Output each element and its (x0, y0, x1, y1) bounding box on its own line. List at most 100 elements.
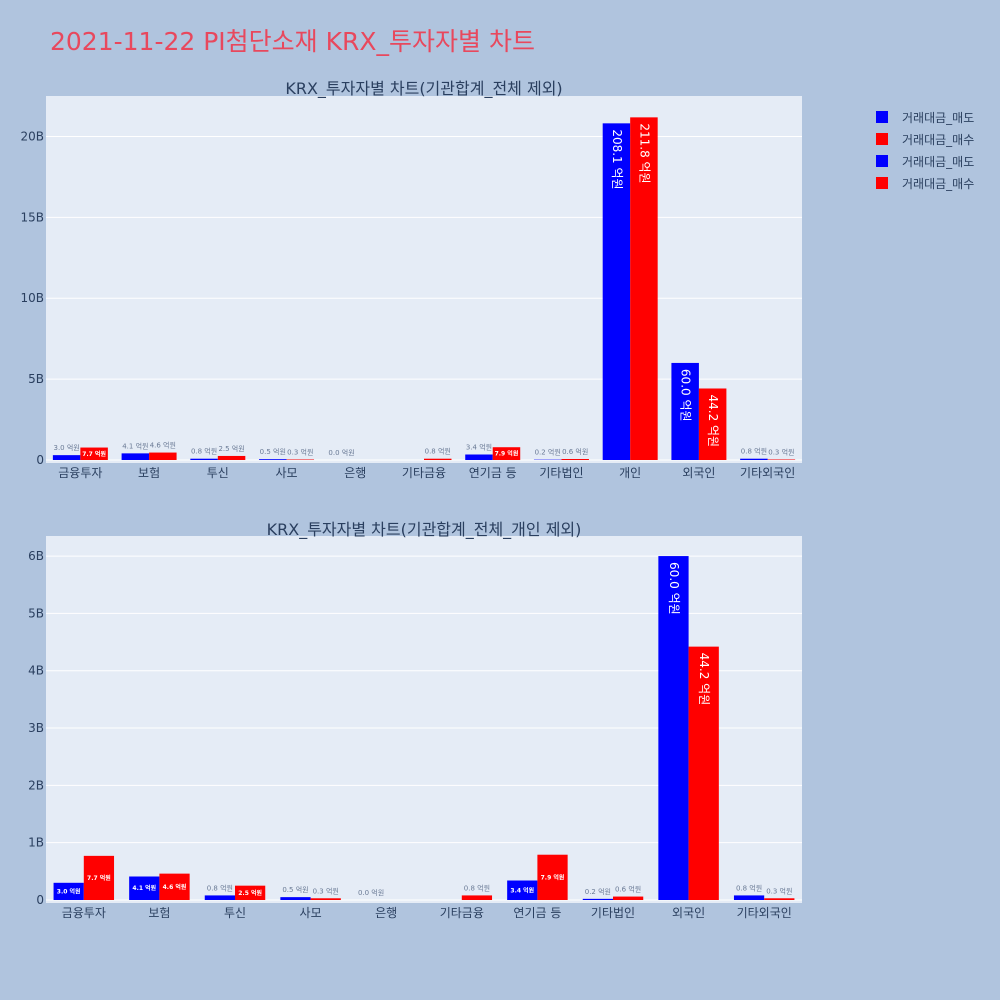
chart-title: KRX_투자자별 차트(기관합계_전체 제외) (285, 79, 562, 99)
data-label: 44.2 억원 (697, 653, 711, 706)
data-label: 0.3 억원 (287, 448, 313, 457)
y-tick-label: 10B (20, 291, 44, 305)
bar (492, 447, 521, 460)
data-label: 0.8 억원 (736, 883, 762, 892)
data-label: 3.0 억원 (57, 887, 81, 895)
bar (159, 873, 190, 900)
legend-label: 거래대금_매수 (902, 176, 975, 191)
data-label: 7.9 억원 (541, 873, 565, 881)
x-tick-label: 사모 (275, 466, 297, 480)
y-tick-label: 1B (28, 836, 44, 850)
legend-item[interactable]: 거래대금_매도 (876, 106, 974, 128)
x-tick-label: 연기금 등 (469, 466, 517, 480)
bar (217, 455, 246, 460)
data-label: 44.2 억원 (706, 394, 720, 447)
data-label: 0.2 억원 (535, 448, 561, 457)
data-label: 7.9 억원 (495, 450, 519, 458)
data-label: 211.8 억원 (637, 123, 651, 183)
x-tick-label: 연기금 등 (513, 906, 561, 920)
bar (259, 459, 287, 460)
y-tick-label: 15B (20, 210, 44, 224)
data-label: 4.1 억원 (132, 884, 156, 892)
bar (698, 388, 727, 460)
bar (461, 895, 493, 900)
data-label: 4.6 억원 (163, 883, 187, 891)
y-tick-label: 4B (28, 664, 44, 678)
legend-label: 거래대금_매수 (902, 132, 975, 147)
legend-label: 거래대금_매도 (902, 154, 975, 169)
data-label: 0.2 억원 (585, 887, 611, 896)
x-tick-label: 기타외국인 (740, 466, 795, 480)
legend-item[interactable]: 거래대금_매수 (876, 172, 974, 194)
y-tick-label: 0 (36, 453, 44, 467)
bar (52, 455, 81, 460)
data-label: 60.0 억원 (667, 562, 681, 615)
legend-swatch-icon (876, 111, 888, 123)
x-tick-label: 개인 (619, 466, 641, 480)
bar (80, 447, 108, 460)
x-tick-label: 금융투자 (62, 906, 106, 920)
bar (235, 885, 266, 900)
legend-item[interactable]: 거래대금_매도 (876, 150, 974, 172)
bar (424, 458, 452, 460)
bar (280, 897, 311, 900)
data-label: 7.7 억원 (87, 874, 111, 882)
chart-title: KRX_투자자별 차트(기관합계_전체_개인 제외) (267, 520, 582, 540)
legend-label: 거래대금_매도 (902, 110, 975, 125)
x-tick-label: 기타법인 (591, 906, 635, 920)
legend-item[interactable]: 거래대금_매수 (876, 128, 974, 150)
bar (733, 895, 765, 900)
bar (53, 882, 84, 900)
y-tick-label: 0 (36, 893, 44, 907)
data-label: 0.6 억원 (562, 447, 588, 456)
x-tick-label: 기타법인 (539, 466, 583, 480)
data-label: 3.4 억원 (510, 886, 534, 894)
bar (582, 898, 613, 900)
data-label: 2.5 억원 (218, 444, 244, 453)
legend-swatch-icon (876, 177, 888, 189)
x-tick-label: 금융투자 (58, 466, 102, 480)
data-label: 2.5 억원 (238, 889, 262, 897)
data-label: 208.1 억원 (610, 129, 624, 189)
data-label: 0.0 억원 (358, 888, 384, 897)
bar (740, 458, 768, 460)
y-tick-label: 6B (28, 549, 44, 563)
bar (507, 880, 538, 900)
data-label: 3.0 억원 (53, 443, 79, 452)
bar (537, 854, 568, 900)
x-tick-label: 사모 (300, 906, 322, 920)
x-tick-label: 은행 (344, 465, 366, 480)
y-tick-label: 20B (20, 129, 44, 143)
bar (129, 876, 160, 900)
bar (630, 117, 658, 460)
data-label: 0.6 억원 (615, 885, 641, 894)
x-tick-label: 보험 (148, 906, 170, 920)
bar (688, 646, 719, 900)
legend-swatch-icon (876, 155, 888, 167)
bar (671, 362, 699, 460)
data-label: 0.5 억원 (282, 885, 308, 894)
x-tick-label: 투신 (224, 906, 246, 920)
data-label: 0.3 억원 (768, 448, 794, 457)
data-label: 0.8 억원 (191, 447, 217, 456)
bar (121, 453, 150, 460)
x-tick-label: 보험 (138, 466, 160, 480)
data-label: 0.0 억원 (328, 448, 354, 457)
data-label: 0.5 억원 (260, 447, 286, 456)
bar (658, 556, 689, 900)
legend[interactable]: 거래대금_매도 거래대금_매수 거래대금_매도 거래대금_매수 (876, 106, 974, 194)
bar (764, 898, 795, 900)
data-label: 0.8 억원 (464, 883, 490, 892)
data-label: 7.7 억원 (82, 450, 106, 458)
y-tick-label: 5B (28, 606, 44, 620)
x-tick-label: 외국인 (672, 906, 705, 920)
data-label: 60.0 억원 (679, 369, 693, 422)
bar (190, 458, 218, 460)
bar (310, 898, 341, 900)
data-label: 0.3 억원 (313, 886, 339, 895)
x-tick-label: 기타외국인 (737, 906, 792, 920)
y-tick-label: 2B (28, 778, 44, 792)
data-label: 3.4 억원 (466, 442, 492, 451)
bar (465, 454, 493, 460)
